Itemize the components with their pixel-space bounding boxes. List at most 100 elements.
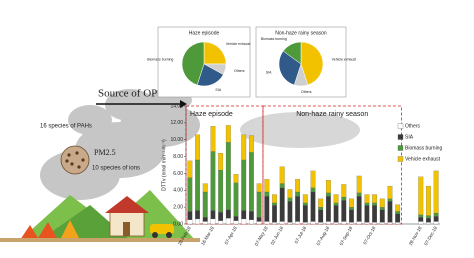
bar-segment [426,222,431,225]
x-tick-label: 07-Jul-18 [293,225,307,244]
bar-segment [225,125,231,143]
pie-label: SIA [266,71,272,75]
ions-label: 10 species of ions [92,166,140,172]
particle-dots [65,151,85,169]
bar-segment [264,221,270,225]
bar-segment [433,221,439,225]
bar-segment [333,194,339,204]
pie-slice [278,50,302,86]
y-tick-label: 14.00 [170,103,183,109]
bar-segment [202,183,208,193]
bar-segment [356,196,362,222]
bar-segment [241,134,247,161]
bar-segment [279,187,285,222]
pie-title: Haze episode [189,30,220,36]
pie-label: Vehicle exhaust [332,58,357,62]
bar-segment [341,196,347,201]
pie-label: Vehicle exhaust [226,42,251,46]
pahs-label: 16 species of PAHs [40,124,92,130]
bar-segment [372,194,377,204]
bar-segment [433,170,439,214]
bar-segment [302,205,308,223]
bar-segment [233,220,239,225]
bar-segment [256,191,262,218]
annotation: Haze episode [190,111,233,118]
pie-label: Others [234,69,245,73]
bar-segment [379,209,385,223]
bar-segment [356,192,362,197]
pie-label: Others [301,90,312,94]
source-label: Source of OP [98,88,157,100]
bar-segment [218,220,224,225]
pie-slice [282,41,302,65]
landscape [0,190,200,242]
bar-segment [210,210,216,220]
bar-segment [341,184,347,198]
x-tick-label: 07-Apr-18 [224,225,239,245]
bar-segment [318,198,324,208]
pie-slice [300,41,324,86]
bar-segment [225,142,231,210]
bar-segment [433,216,439,222]
bar-segment [426,215,431,219]
bar-segment [256,217,262,222]
legend-label: Biomass burning [405,145,442,151]
arrow-head [180,100,187,108]
bar-segment [287,189,293,198]
bar-segment [249,219,254,225]
y-tick-label: 2.00 [173,204,183,210]
bar-segment [225,209,231,219]
bar-segment [241,218,247,225]
bar-segment [364,202,370,206]
bar-segment [418,217,424,222]
legend-label: Vehicle exhaust [405,156,441,162]
bar-segment [349,198,354,208]
bar-segment [426,218,431,223]
bar-segment [218,212,224,221]
period-box [262,105,402,225]
bar-segment [372,222,377,225]
bar-segment [233,216,239,221]
legend-swatch [397,145,404,151]
bar-segment [387,185,393,199]
bar-segment [395,204,401,212]
bar-segment [356,221,362,225]
particle [60,145,90,175]
x-tick-label: 16-Mar-18 [200,225,215,246]
bar-segment [325,192,331,197]
smoke [40,88,360,200]
bar-segment [318,222,324,225]
bar-segment [372,202,377,206]
bar-segment [418,214,424,218]
bar-segment [333,202,339,206]
bar-segment [364,194,370,204]
bar-segment [379,198,385,208]
bar-segment [218,153,224,171]
bar-segment [249,152,254,212]
bar-segment [418,221,424,225]
particle-label: PM2.5 [94,148,116,157]
bar-segment [272,205,277,223]
bar-segment [195,210,200,220]
bar-segment [287,201,293,223]
bar-segment [418,176,424,215]
bar-segment [264,196,270,222]
bar-segment [426,185,431,216]
bar-segment [249,211,254,220]
bar-segment [287,197,293,202]
pie-title: Non-haze rainy season [275,30,327,36]
bar-segment [349,222,354,225]
bar-segment [249,135,254,153]
bar-segment [210,151,216,211]
bar-segment [318,209,324,223]
legend-swatch [397,156,404,162]
bar-segment [187,177,193,212]
bar-segment [195,159,200,211]
bar-segment [372,205,377,223]
bar-segment [187,160,193,178]
bar-segment [202,191,208,218]
bar-segment [395,211,401,214]
bar-segment [341,200,347,222]
bar-segment [379,207,385,210]
